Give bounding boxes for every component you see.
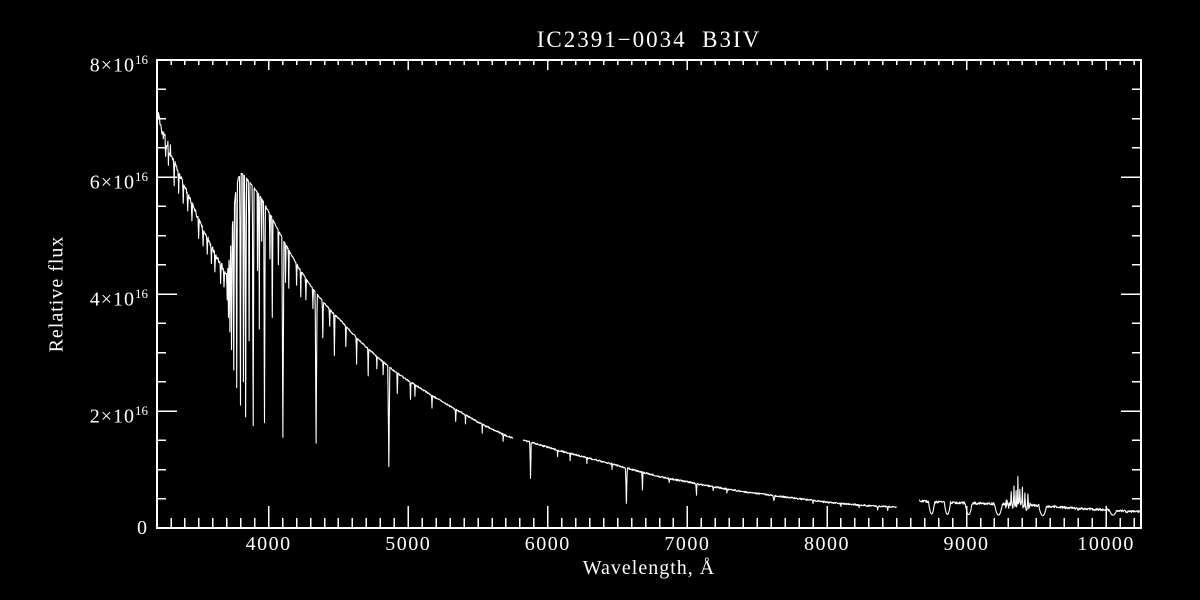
plot-frame [156, 59, 1142, 529]
y-tick-label: 0 [137, 517, 148, 539]
x-tick-label: 4000 [245, 533, 292, 555]
x-axis-title: Wavelength, Å [582, 557, 716, 579]
x-tick-label: 6000 [524, 533, 571, 555]
y-tick-label: 6×1016 [89, 169, 148, 194]
spectrum-line [157, 112, 1141, 517]
y-tick-label: 8×1016 [89, 52, 148, 77]
x-tick-label: 7000 [664, 533, 711, 555]
chart-title: IC2391−0034 B3IV [536, 27, 762, 52]
x-tick-label: 9000 [943, 533, 990, 555]
axis-ticks [156, 59, 1141, 529]
y-tick-label: 2×1016 [89, 403, 148, 428]
x-tick-label: 5000 [385, 533, 432, 555]
x-tick-label: 8000 [803, 533, 850, 555]
x-tick-label: 10000 [1077, 533, 1135, 555]
y-tick-label: 4×1016 [89, 286, 148, 311]
